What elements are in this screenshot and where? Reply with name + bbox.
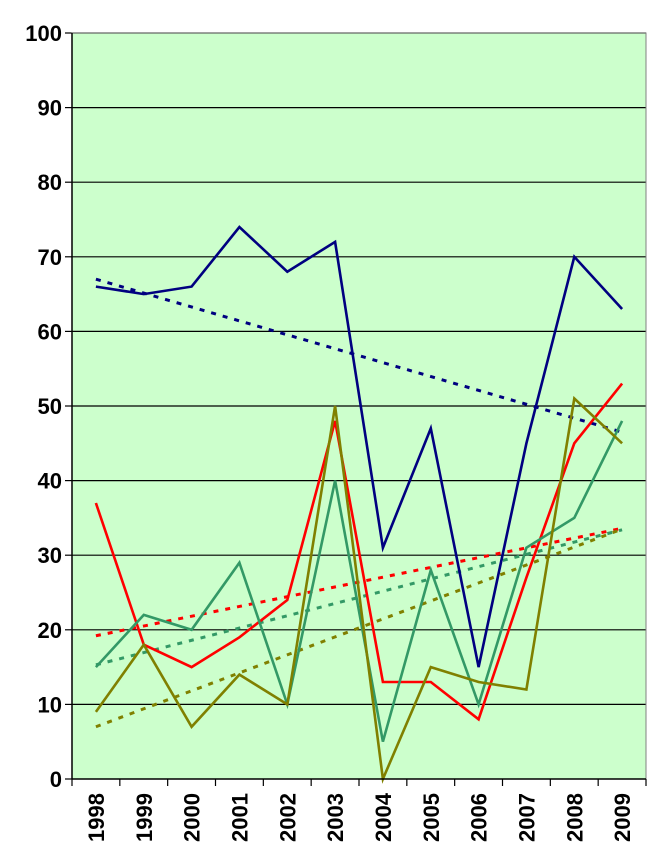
x-tick-label: 2001 bbox=[227, 793, 252, 842]
trendlines bbox=[95, 277, 623, 729]
y-tick-label: 40 bbox=[38, 469, 62, 494]
x-tick-label: 1998 bbox=[84, 793, 109, 842]
y-tick-label: 70 bbox=[38, 245, 62, 270]
x-tick-label: 1999 bbox=[132, 793, 157, 842]
x-tick-labels: 1998 1999 2000 2001 2002 2003 2004 2005 2006 2007… bbox=[84, 792, 635, 842]
series-line bbox=[94, 382, 624, 722]
series-line bbox=[95, 225, 624, 668]
x-tick-label: 2002 bbox=[275, 793, 300, 842]
trendline bbox=[95, 527, 623, 729]
x-tick-label: 2008 bbox=[562, 793, 587, 842]
series-line bbox=[94, 420, 624, 743]
x-tick-label: 2005 bbox=[419, 793, 444, 842]
trendline bbox=[95, 526, 623, 638]
x-tick-label: 2009 bbox=[610, 793, 635, 842]
y-tick-label: 90 bbox=[38, 96, 62, 121]
y-tick-label: 10 bbox=[38, 692, 62, 717]
x-tick-label: 2000 bbox=[180, 793, 205, 842]
y-tick-label: 80 bbox=[38, 170, 62, 195]
y-tick-label: 50 bbox=[38, 394, 62, 419]
axes bbox=[71, 32, 647, 786]
y-tick-label: 100 bbox=[25, 21, 62, 46]
x-tick-label: 2007 bbox=[514, 793, 539, 842]
x-tick-label: 2003 bbox=[323, 793, 348, 842]
y-tick-label: 30 bbox=[38, 543, 62, 568]
x-tick-label: 2004 bbox=[371, 792, 396, 842]
series-lines bbox=[94, 225, 624, 784]
y-tick-label: 0 bbox=[50, 767, 62, 792]
trendline bbox=[95, 277, 623, 434]
x-tick-label: 2006 bbox=[467, 793, 492, 842]
y-tick-labels: 0 10 20 30 40 50 60 70 80 90 100 bbox=[25, 21, 62, 792]
y-tick-label: 60 bbox=[38, 319, 62, 344]
y-tick-label: 20 bbox=[38, 618, 62, 643]
series-line bbox=[94, 395, 623, 784]
